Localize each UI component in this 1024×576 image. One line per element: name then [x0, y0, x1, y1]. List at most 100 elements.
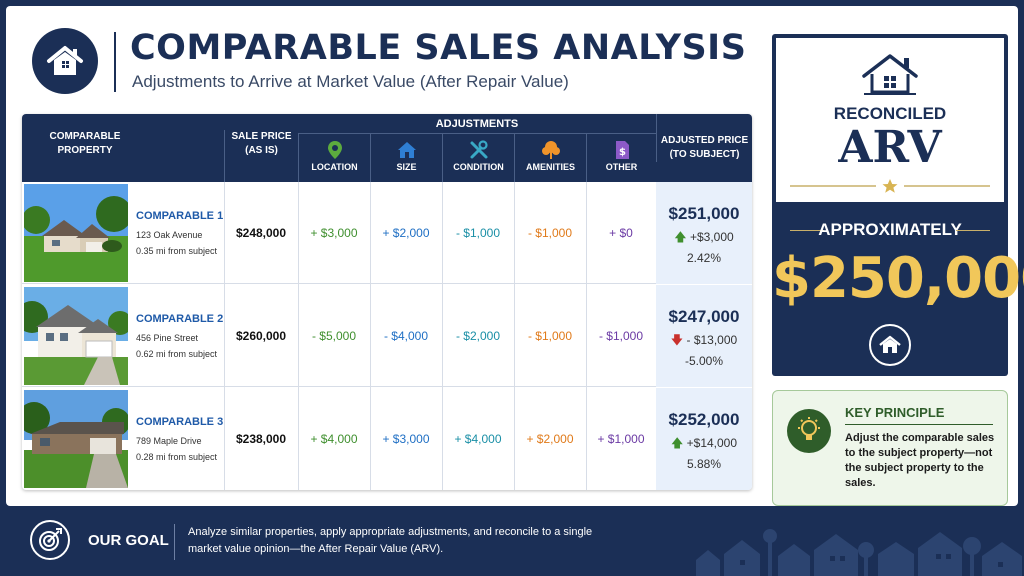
map-pin-icon: [327, 141, 342, 159]
sale-price: $248,000: [235, 226, 287, 240]
home-icon: [869, 324, 911, 366]
document-icon: $: [615, 141, 629, 159]
col-header-property: COMPARABLE PROPERTY: [49, 131, 121, 156]
table-row: COMPARABLE 1 123 Oak Avenue 0.35 mi from…: [22, 182, 752, 284]
footer-divider: [174, 524, 175, 560]
key-principle-divider: [845, 424, 993, 425]
adjusted-price-cell: $247,000 🡇 - $13,000 -5.00%: [656, 285, 752, 387]
comparable-3-photo: [24, 390, 128, 488]
house-outline-icon: [862, 54, 918, 95]
house-icon: [397, 142, 416, 158]
adjusted-percent: 5.88%: [686, 457, 722, 471]
tree-icon: [541, 141, 560, 159]
col-header-amenities: AMENITIES: [514, 134, 586, 182]
table-row: COMPARABLE 2 456 Pine Street 0.62 mi fro…: [22, 285, 752, 387]
adjustments-header: ADJUSTMENTS: [298, 114, 656, 134]
arv-label: ARV: [838, 122, 942, 173]
goal-label: OUR GOAL: [88, 532, 169, 549]
column-divider: [514, 182, 515, 490]
adjusted-price: $251,000: [668, 204, 740, 223]
divider-line: [790, 230, 824, 231]
target-icon: [30, 520, 70, 560]
adjustment-amenities: - $1,000: [527, 329, 573, 343]
star-divider: [790, 179, 990, 193]
adjustment-amenities: - $1,000: [527, 226, 573, 240]
comparable-distance: 0.35 mi from subject: [136, 246, 218, 256]
arrow-up-icon: 🡅: [670, 436, 684, 450]
footer: OUR GOAL Analyze similar properties, app…: [0, 512, 1024, 576]
col-label: AMENITIES: [525, 162, 575, 172]
tools-icon: [470, 140, 488, 159]
adjustment-other: + $0: [609, 226, 633, 240]
adjusted-price-cell: $252,000 🡅 +$14,000 5.88%: [656, 388, 752, 490]
adjusted-percent: -5.00%: [684, 354, 724, 368]
key-principle-title: KEY PRINCIPLE: [845, 405, 945, 420]
column-divider: [298, 182, 299, 490]
col-label: SIZE: [396, 162, 417, 172]
column-divider: [442, 182, 443, 490]
sale-price: $238,000: [235, 432, 287, 446]
page-title: COMPARABLE SALES ANALYSIS: [130, 28, 747, 68]
column-divider: [224, 182, 225, 490]
arv-card-top: RECONCILED ARV: [776, 38, 1004, 202]
comparable-distance: 0.62 mi from subject: [136, 349, 218, 359]
adjusted-price-cell: $251,000 🡅 +$3,000 2.42%: [656, 182, 752, 284]
column-divider: [370, 182, 371, 490]
col-header-adjusted-price: ADJUSTED PRICE (TO SUBJECT): [656, 114, 752, 162]
comparable-distance: 0.28 mi from subject: [136, 452, 218, 462]
adjustment-condition: + $4,000: [454, 432, 502, 446]
col-header-other: $ OTHER: [586, 134, 656, 182]
comparable-name: COMPARABLE 2: [136, 313, 224, 325]
lightbulb-icon: [787, 409, 831, 453]
adjustment-size: + $3,000: [382, 432, 430, 446]
table-header: COMPARABLE PROPERTY SALE PRICE (AS IS) A…: [22, 114, 752, 182]
adjustment-amenities: + $2,000: [526, 432, 574, 446]
col-header-location: LOCATION: [298, 134, 370, 182]
comparable-address: 789 Maple Drive: [136, 436, 202, 446]
adjustment-condition: - $1,000: [455, 226, 501, 240]
header-divider: [114, 32, 116, 92]
comparable-address: 123 Oak Avenue: [136, 230, 203, 240]
comparable-1-photo: [24, 184, 128, 282]
key-principle-card: KEY PRINCIPLE Adjust the comparable sale…: [772, 390, 1008, 506]
house-logo-icon: [32, 28, 98, 94]
key-principle-text: Adjust the comparable sales to the subje…: [845, 432, 995, 489]
col-header-condition: CONDITION: [442, 134, 514, 182]
comparable-address: 456 Pine Street: [136, 333, 199, 343]
comparable-name: COMPARABLE 3: [136, 416, 224, 428]
star-icon: [882, 179, 898, 193]
comparable-name: COMPARABLE 1: [136, 210, 224, 222]
table-row: COMPARABLE 3 789 Maple Drive 0.28 mi fro…: [22, 388, 752, 490]
comparables-table: COMPARABLE PROPERTY SALE PRICE (AS IS) A…: [22, 114, 752, 490]
column-divider: [586, 182, 587, 490]
adjustment-condition: - $2,000: [455, 329, 501, 343]
adjusted-delta: 🡅 +$14,000: [670, 436, 738, 450]
col-label: OTHER: [605, 162, 638, 172]
col-header-sale-price: SALE PRICE (AS IS): [224, 130, 298, 182]
adjustment-size: + $2,000: [382, 226, 430, 240]
adjusted-delta: 🡇 - $13,000: [670, 333, 738, 347]
adjusted-price: $247,000: [668, 307, 740, 326]
sale-price: $260,000: [235, 329, 287, 343]
adjustment-other: + $1,000: [597, 432, 645, 446]
arrow-down-icon: 🡇: [670, 333, 684, 347]
arv-value: $250,000: [772, 246, 1024, 311]
divider-line: [956, 230, 990, 231]
adjustment-location: + $3,000: [310, 226, 358, 240]
arrow-up-icon: 🡅: [674, 230, 687, 244]
comparable-2-photo: [24, 287, 128, 385]
col-label: LOCATION: [311, 162, 358, 172]
reconciled-arv-card: RECONCILED ARV APPROXIMATELY $250,000: [772, 34, 1024, 376]
approximately-label: APPROXIMATELY: [818, 220, 962, 239]
adjusted-percent: 2.42%: [686, 251, 722, 265]
col-header-size: SIZE: [370, 134, 442, 182]
svg-text:$: $: [619, 147, 626, 158]
adjusted-price: $252,000: [668, 410, 740, 429]
adjustment-location: + $4,000: [310, 432, 358, 446]
neighborhood-skyline-illustration: [696, 529, 1022, 576]
reconciled-label: RECONCILED: [833, 104, 947, 123]
page-subtitle: Adjustments to Arrive at Market Value (A…: [132, 72, 569, 91]
adjustment-location: - $5,000: [311, 329, 357, 343]
adjustment-size: - $4,000: [383, 329, 429, 343]
col-label: CONDITION: [453, 162, 504, 172]
